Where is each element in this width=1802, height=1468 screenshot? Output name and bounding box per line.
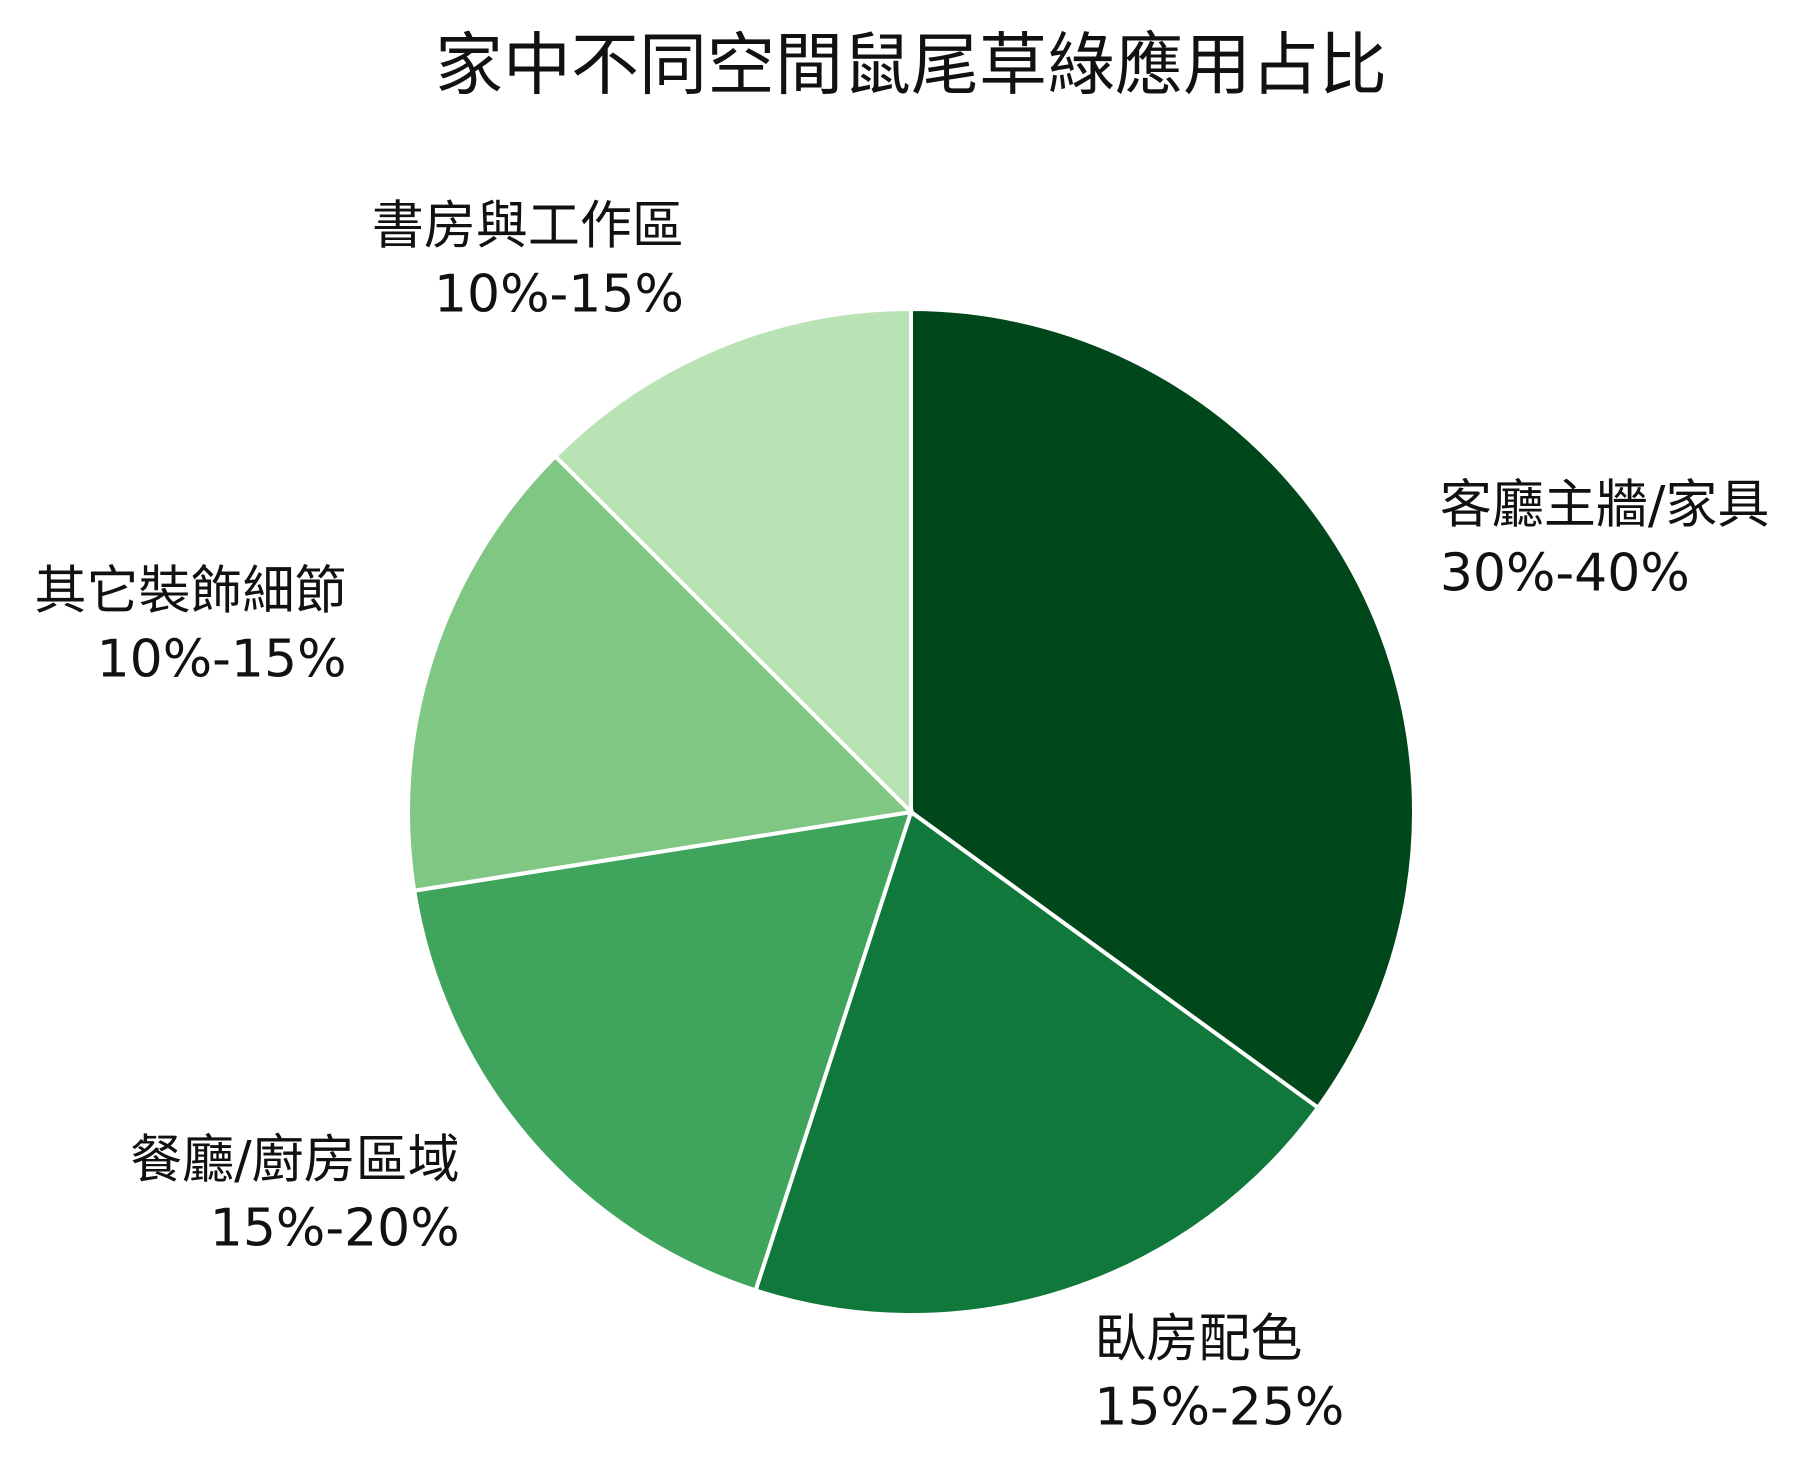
pie-slice <box>406 453 916 893</box>
slice-value-label: 30%-40% <box>1440 544 1690 604</box>
pie-slice <box>753 808 1321 1317</box>
slice-label: 餐廳/廚房區域 <box>130 1130 460 1190</box>
slice-value-label: 15%-20% <box>210 1198 460 1258</box>
slice-label: 臥房配色 <box>1094 1309 1302 1369</box>
pie-slice <box>411 809 914 1293</box>
pie-slice <box>552 306 913 817</box>
chart-title: 家中不同空間鼠尾草綠應用占比 <box>435 27 1387 106</box>
slice-value-label: 15%-25% <box>1094 1377 1344 1437</box>
slice-label: 其它裝飾細節 <box>34 562 346 622</box>
pie-slice <box>909 306 1417 1111</box>
slice-value-label: 10%-15% <box>434 265 684 325</box>
slice-label: 客廳主牆/家具 <box>1440 476 1770 536</box>
slice-value-label: 10%-15% <box>97 630 347 690</box>
slice-label: 書房與工作區 <box>372 197 684 257</box>
